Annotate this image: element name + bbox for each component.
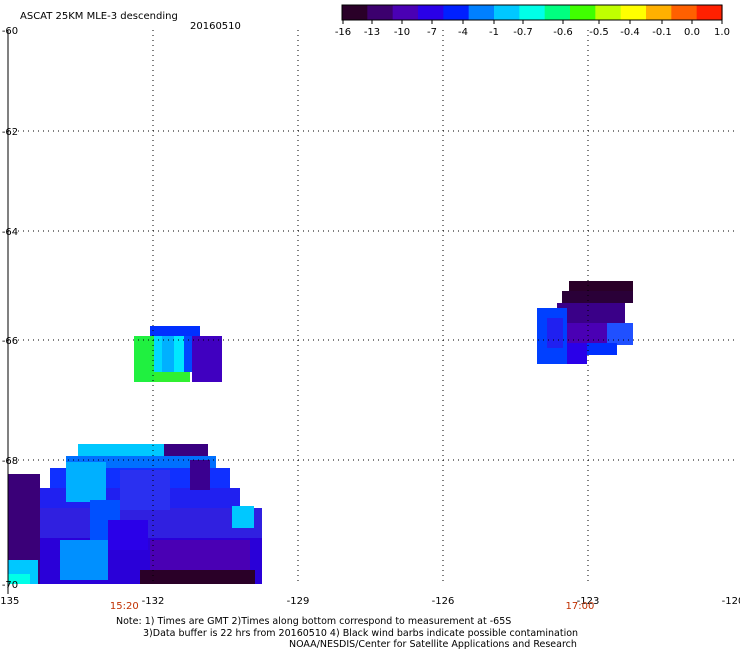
note-line-2: 3)Data buffer is 22 hrs from 20160510 4)… — [143, 628, 579, 639]
colorbar-swatch — [367, 5, 394, 20]
colorbar-label: -1 — [489, 27, 499, 38]
latitude-label: -60 — [2, 26, 18, 37]
swath-patch-southwest — [8, 444, 262, 584]
colorbar-swatch — [494, 5, 520, 20]
longitude-label: -135 — [0, 596, 19, 607]
latitude-label: -68 — [2, 456, 18, 467]
colorbar-swatch — [392, 5, 419, 20]
latitude-label: -66 — [2, 336, 18, 347]
colorbar — [341, 4, 723, 21]
latitude-label: -64 — [2, 227, 18, 238]
longitude-label: -132 — [142, 596, 165, 607]
longitude-label: -126 — [432, 596, 455, 607]
colorbar-label: -0.4 — [620, 27, 640, 38]
wind-swaths — [8, 281, 633, 584]
colorbar-label: 1.0 — [714, 27, 730, 38]
time-label: 17:00 — [565, 601, 594, 612]
time-labels: 15:20 17:00 — [110, 601, 594, 612]
colorbar-label: -10 — [394, 27, 410, 38]
colorbar-swatch — [443, 5, 470, 20]
longitude-labels: -135 -132 -129 -126 -123 -120 — [0, 596, 740, 607]
colorbar-label: -0.5 — [589, 27, 609, 38]
colorbar-label: -7 — [427, 27, 437, 38]
time-label: 15:20 — [110, 601, 139, 612]
longitude-label: -123 — [577, 596, 600, 607]
latitude-label: -70 — [2, 580, 18, 591]
note-line-3: NOAA/NESDIS/Center for Satellite Applica… — [289, 639, 577, 650]
colorbar-swatch — [468, 5, 495, 20]
longitude-label: -129 — [287, 596, 310, 607]
latitude-labels: -60 -62 -64 -66 -68 -70 — [2, 26, 18, 591]
colorbar-swatch — [620, 5, 647, 20]
colorbar-swatch — [544, 5, 571, 20]
swath-patch-east — [537, 281, 633, 364]
colorbar-label: -0.1 — [652, 27, 672, 38]
colorbar-label: -16 — [335, 27, 351, 38]
colorbar-swatch — [570, 5, 596, 20]
map-date: 20160510 — [190, 21, 241, 32]
colorbar-frame — [341, 4, 723, 21]
colorbar-swatch — [342, 5, 368, 20]
colorbar-swatch — [595, 5, 622, 20]
colorbar-label: -4 — [458, 27, 468, 38]
colorbar-swatch — [418, 5, 444, 20]
colorbar-swatch — [519, 5, 546, 20]
note-line-1: Note: 1) Times are GMT 2)Times along bot… — [116, 616, 512, 627]
colorbar-swatch — [646, 5, 672, 20]
latitude-label: -62 — [2, 127, 18, 138]
colorbar-swatch — [671, 5, 698, 20]
colorbar-label: 0.0 — [684, 27, 700, 38]
longitude-label: -120 — [722, 596, 740, 607]
map-title: ASCAT 25KM MLE-3 descending — [20, 11, 178, 22]
colorbar-swatch — [696, 5, 723, 20]
colorbar-label: -13 — [364, 27, 380, 38]
swath-patch-west-mid — [134, 326, 222, 382]
colorbar-labels: -16 -13 -10 -7 -4 -1 -0.7 -0.6 -0.5 -0.4 -0.1 0.0 1.… — [335, 20, 730, 38]
colorbar-label: -0.7 — [513, 27, 533, 38]
colorbar-label: -0.6 — [553, 27, 573, 38]
